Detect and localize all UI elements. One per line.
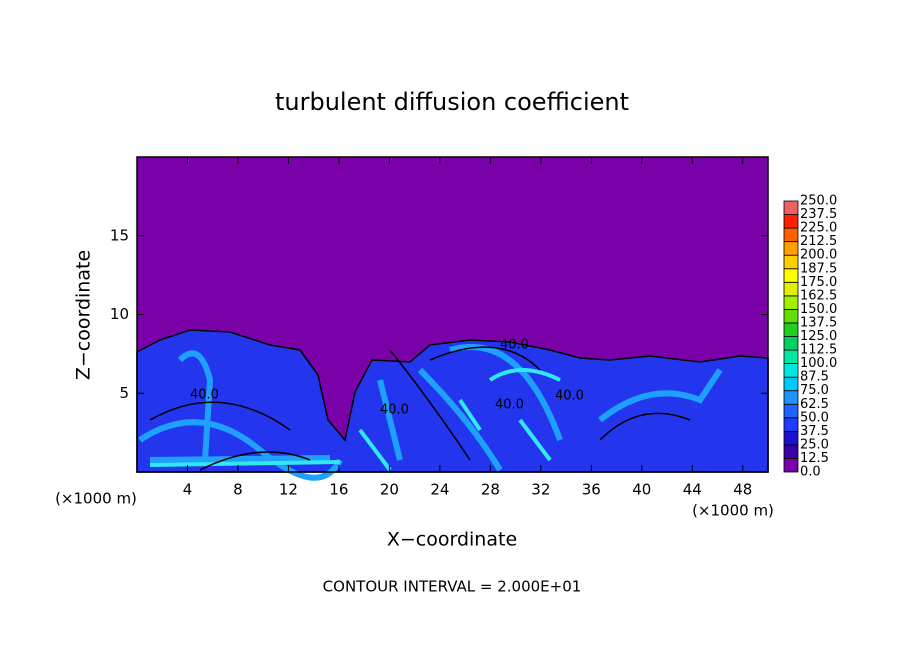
x-tick-label: 16 — [329, 481, 348, 499]
chart-title: turbulent diffusion coefficient — [275, 88, 629, 116]
contour-label: 40.0 — [500, 338, 529, 353]
colorbar-box — [783, 241, 799, 256]
colorbar-box — [783, 295, 799, 310]
colorbar-label: 250.0 — [800, 194, 837, 209]
colorbar-label: 175.0 — [800, 275, 837, 290]
colorbar-box — [783, 214, 799, 229]
colorbar-label: 137.5 — [800, 315, 837, 330]
colorbar-box — [783, 444, 799, 459]
contour-label: 40.0 — [555, 389, 584, 404]
y-axis-label: Z−coordinate — [73, 250, 95, 380]
y-tick-label: 5 — [119, 384, 129, 402]
colorbar-label: 37.5 — [800, 424, 829, 439]
colorbar-label: 87.5 — [800, 370, 829, 385]
contour-label: 40.0 — [495, 398, 524, 413]
colorbar-label: 150.0 — [800, 302, 837, 317]
colorbar-label: 112.5 — [800, 343, 837, 358]
colorbar-label: 125.0 — [800, 329, 837, 344]
colorbar-label: 187.5 — [800, 261, 837, 276]
field — [136, 329, 769, 481]
footer-note: CONTOUR INTERVAL = 2.000E+01 — [323, 578, 582, 596]
colorbar-label: 25.0 — [800, 437, 829, 452]
colorbar-box — [783, 336, 799, 351]
x-tick-label: 40 — [632, 481, 651, 499]
colorbar-label: 12.5 — [800, 451, 829, 466]
contour-label: 40.0 — [190, 388, 219, 403]
colorbar-label: 225.0 — [800, 221, 837, 236]
colorbar-box — [783, 308, 799, 324]
contour-line — [149, 346, 691, 471]
field-streak — [138, 343, 723, 481]
x-tick-label: 4 — [183, 481, 193, 499]
y-tick-label: 15 — [110, 226, 129, 244]
colorbar-label: 62.5 — [800, 397, 829, 412]
colorbar-label: 237.5 — [800, 207, 837, 222]
colorbar-box — [783, 281, 799, 297]
x-tick-label: 36 — [582, 481, 601, 499]
colorbar-box — [783, 376, 799, 392]
colorbar-box — [783, 403, 799, 419]
colorbar-box — [783, 417, 799, 432]
contour-label: 40.0 — [380, 403, 409, 418]
y-tick-label: 10 — [110, 305, 129, 323]
axis-unit: (×1000 m) — [55, 490, 137, 508]
colorbar-box — [783, 322, 799, 337]
x-tick-label: 44 — [683, 481, 702, 499]
colorbar-label: 212.5 — [800, 234, 837, 249]
x-tick-label: 48 — [733, 481, 752, 499]
x-tick-label: 12 — [279, 481, 298, 499]
x-axis-label: X−coordinate — [387, 529, 517, 551]
colorbar-label: 75.0 — [800, 383, 829, 398]
colorbar-box — [783, 254, 799, 270]
colorbar-box — [783, 268, 799, 283]
x-tick-label: 28 — [481, 481, 500, 499]
x-tick-label: 32 — [531, 481, 550, 499]
colorbar-box — [783, 363, 799, 378]
colorbar-label: 0.0 — [800, 465, 821, 480]
field-streak — [149, 368, 561, 472]
colorbar-label: 200.0 — [800, 248, 837, 263]
colorbar-box — [783, 430, 799, 446]
colorbar-box — [783, 458, 799, 473]
colorbar-label: 100.0 — [800, 356, 837, 371]
colorbar-label: 50.0 — [800, 410, 829, 425]
colorbar-box — [783, 227, 799, 243]
x-tick-label: 24 — [430, 481, 449, 499]
colorbar-label: 162.5 — [800, 288, 837, 303]
colorbar-box — [783, 200, 799, 215]
colorbar-box — [783, 390, 799, 405]
colorbar-box — [783, 349, 799, 364]
x-tick-label: 8 — [233, 481, 243, 499]
x-tick-label: 20 — [380, 481, 399, 499]
axis-unit: (×1000 m) — [692, 502, 774, 520]
